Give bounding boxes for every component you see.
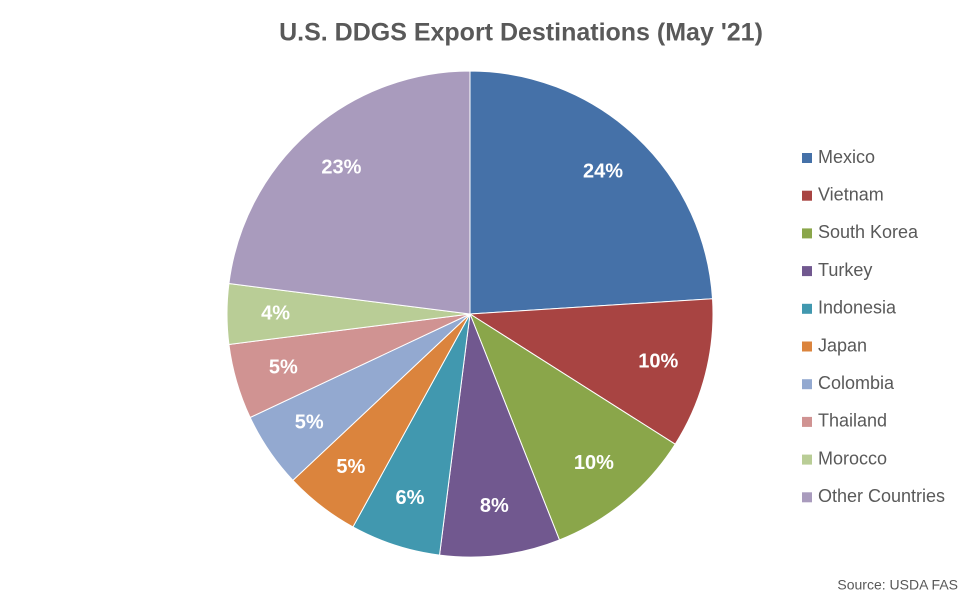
source-note: Source: USDA FAS [837, 577, 958, 593]
pie-slice [438, 313, 561, 558]
legend-label: Colombia [818, 373, 895, 393]
legend-swatch [802, 190, 812, 201]
chart-title: U.S. DDGS Export Destinations (May '21) [279, 19, 763, 47]
pie-slice [468, 298, 714, 445]
legend-swatch [802, 153, 812, 163]
legend-swatch [802, 416, 812, 427]
pie-slice [469, 70, 714, 315]
legend-label: Japan [818, 335, 867, 355]
data-label: 8% [480, 495, 509, 517]
legend-label: Other Countries [818, 486, 945, 506]
data-label: 5% [269, 357, 298, 379]
legend-swatch [802, 228, 812, 239]
legend-swatch [802, 266, 812, 277]
legend-label: Morocco [818, 448, 887, 468]
data-label: 5% [336, 456, 365, 478]
legend-label: Vietnam [818, 184, 884, 204]
data-label: 23% [321, 156, 361, 178]
data-label: 4% [261, 302, 290, 324]
legend-label: Mexico [818, 147, 875, 167]
legend-swatch [802, 341, 812, 352]
data-label: 6% [395, 487, 424, 509]
legend-swatch [802, 379, 812, 390]
data-label: 10% [638, 351, 678, 373]
legend-label: Indonesia [818, 298, 897, 318]
legend-label: Thailand [818, 411, 887, 431]
legend-label: Turkey [818, 260, 872, 280]
data-label: 10% [574, 452, 614, 474]
data-label: 5% [295, 412, 324, 434]
legend-swatch [802, 492, 812, 503]
legend-swatch [802, 303, 812, 314]
legend-swatch [802, 454, 812, 465]
pie-slice [468, 312, 676, 541]
pie-slice [228, 70, 471, 315]
data-label: 24% [583, 161, 623, 183]
legend-label: South Korea [818, 222, 919, 242]
